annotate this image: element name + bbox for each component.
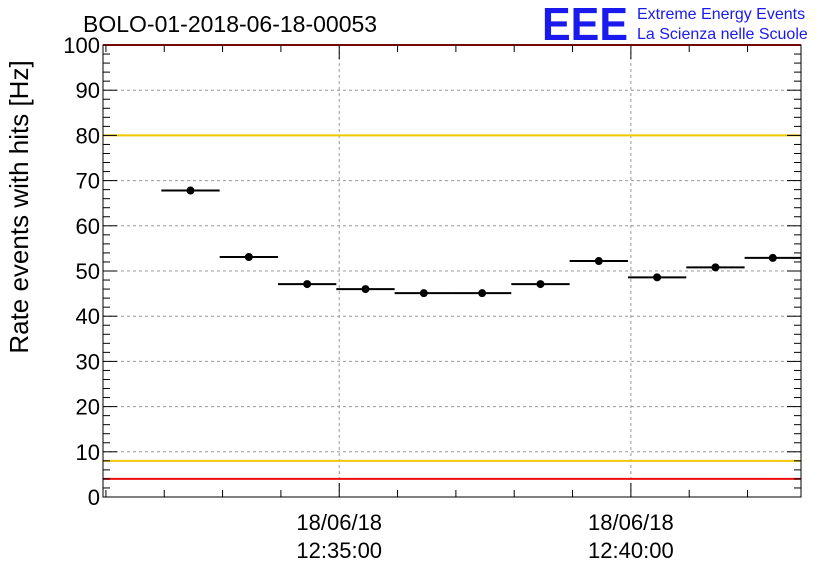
y-tick-label: 90: [76, 78, 100, 103]
data-point: [478, 289, 487, 298]
y-tick-label: 0: [88, 485, 100, 510]
data-point: [536, 280, 545, 289]
x-tick-time-label: 12:35:00: [296, 538, 382, 563]
y-tick-label: 70: [76, 169, 100, 194]
data-point: [303, 280, 312, 289]
y-tick-labels: 0 10 20 30 40 50 60 70 80 90 100: [63, 33, 100, 510]
data-point: [594, 257, 603, 266]
data-point: [768, 253, 777, 262]
grid: [103, 45, 801, 497]
data-point: [419, 289, 428, 298]
axis-ticks: [103, 44, 801, 498]
data-point: [653, 273, 662, 282]
reference-lines: [103, 44, 801, 480]
data-point: [361, 285, 370, 294]
x-tick-date-label: 18/06/18: [296, 510, 382, 535]
x-tick-labels: 18/06/18 12:35:00 18/06/18 12:40:00: [296, 510, 673, 563]
y-tick-label: 40: [76, 304, 100, 329]
logo-line-1: Extreme Energy Events: [637, 6, 805, 23]
data-point: [711, 263, 720, 272]
chart-title: BOLO-01-2018-06-18-00053: [83, 11, 377, 37]
x-tick-time-label: 12:40:00: [588, 538, 674, 563]
y-tick-label: 50: [76, 259, 100, 284]
logo-mark: EEE: [542, 0, 628, 50]
y-axis-label: Rate events with hits [Hz]: [4, 60, 34, 353]
x-tick-date-label: 18/06/18: [588, 510, 674, 535]
data-point: [244, 252, 253, 261]
y-tick-label: 20: [76, 395, 100, 420]
y-tick-label: 60: [76, 214, 100, 239]
y-tick-label: 30: [76, 349, 100, 374]
data-series: [161, 186, 801, 298]
logo-line-2: La Scienza nelle Scuole: [637, 26, 808, 43]
eee-logo: EEE Extreme Energy Events La Scienza nel…: [542, 0, 808, 50]
y-tick-label: 80: [76, 123, 100, 148]
y-tick-label: 100: [63, 33, 100, 58]
y-tick-label: 10: [76, 440, 100, 465]
data-point: [186, 186, 195, 195]
